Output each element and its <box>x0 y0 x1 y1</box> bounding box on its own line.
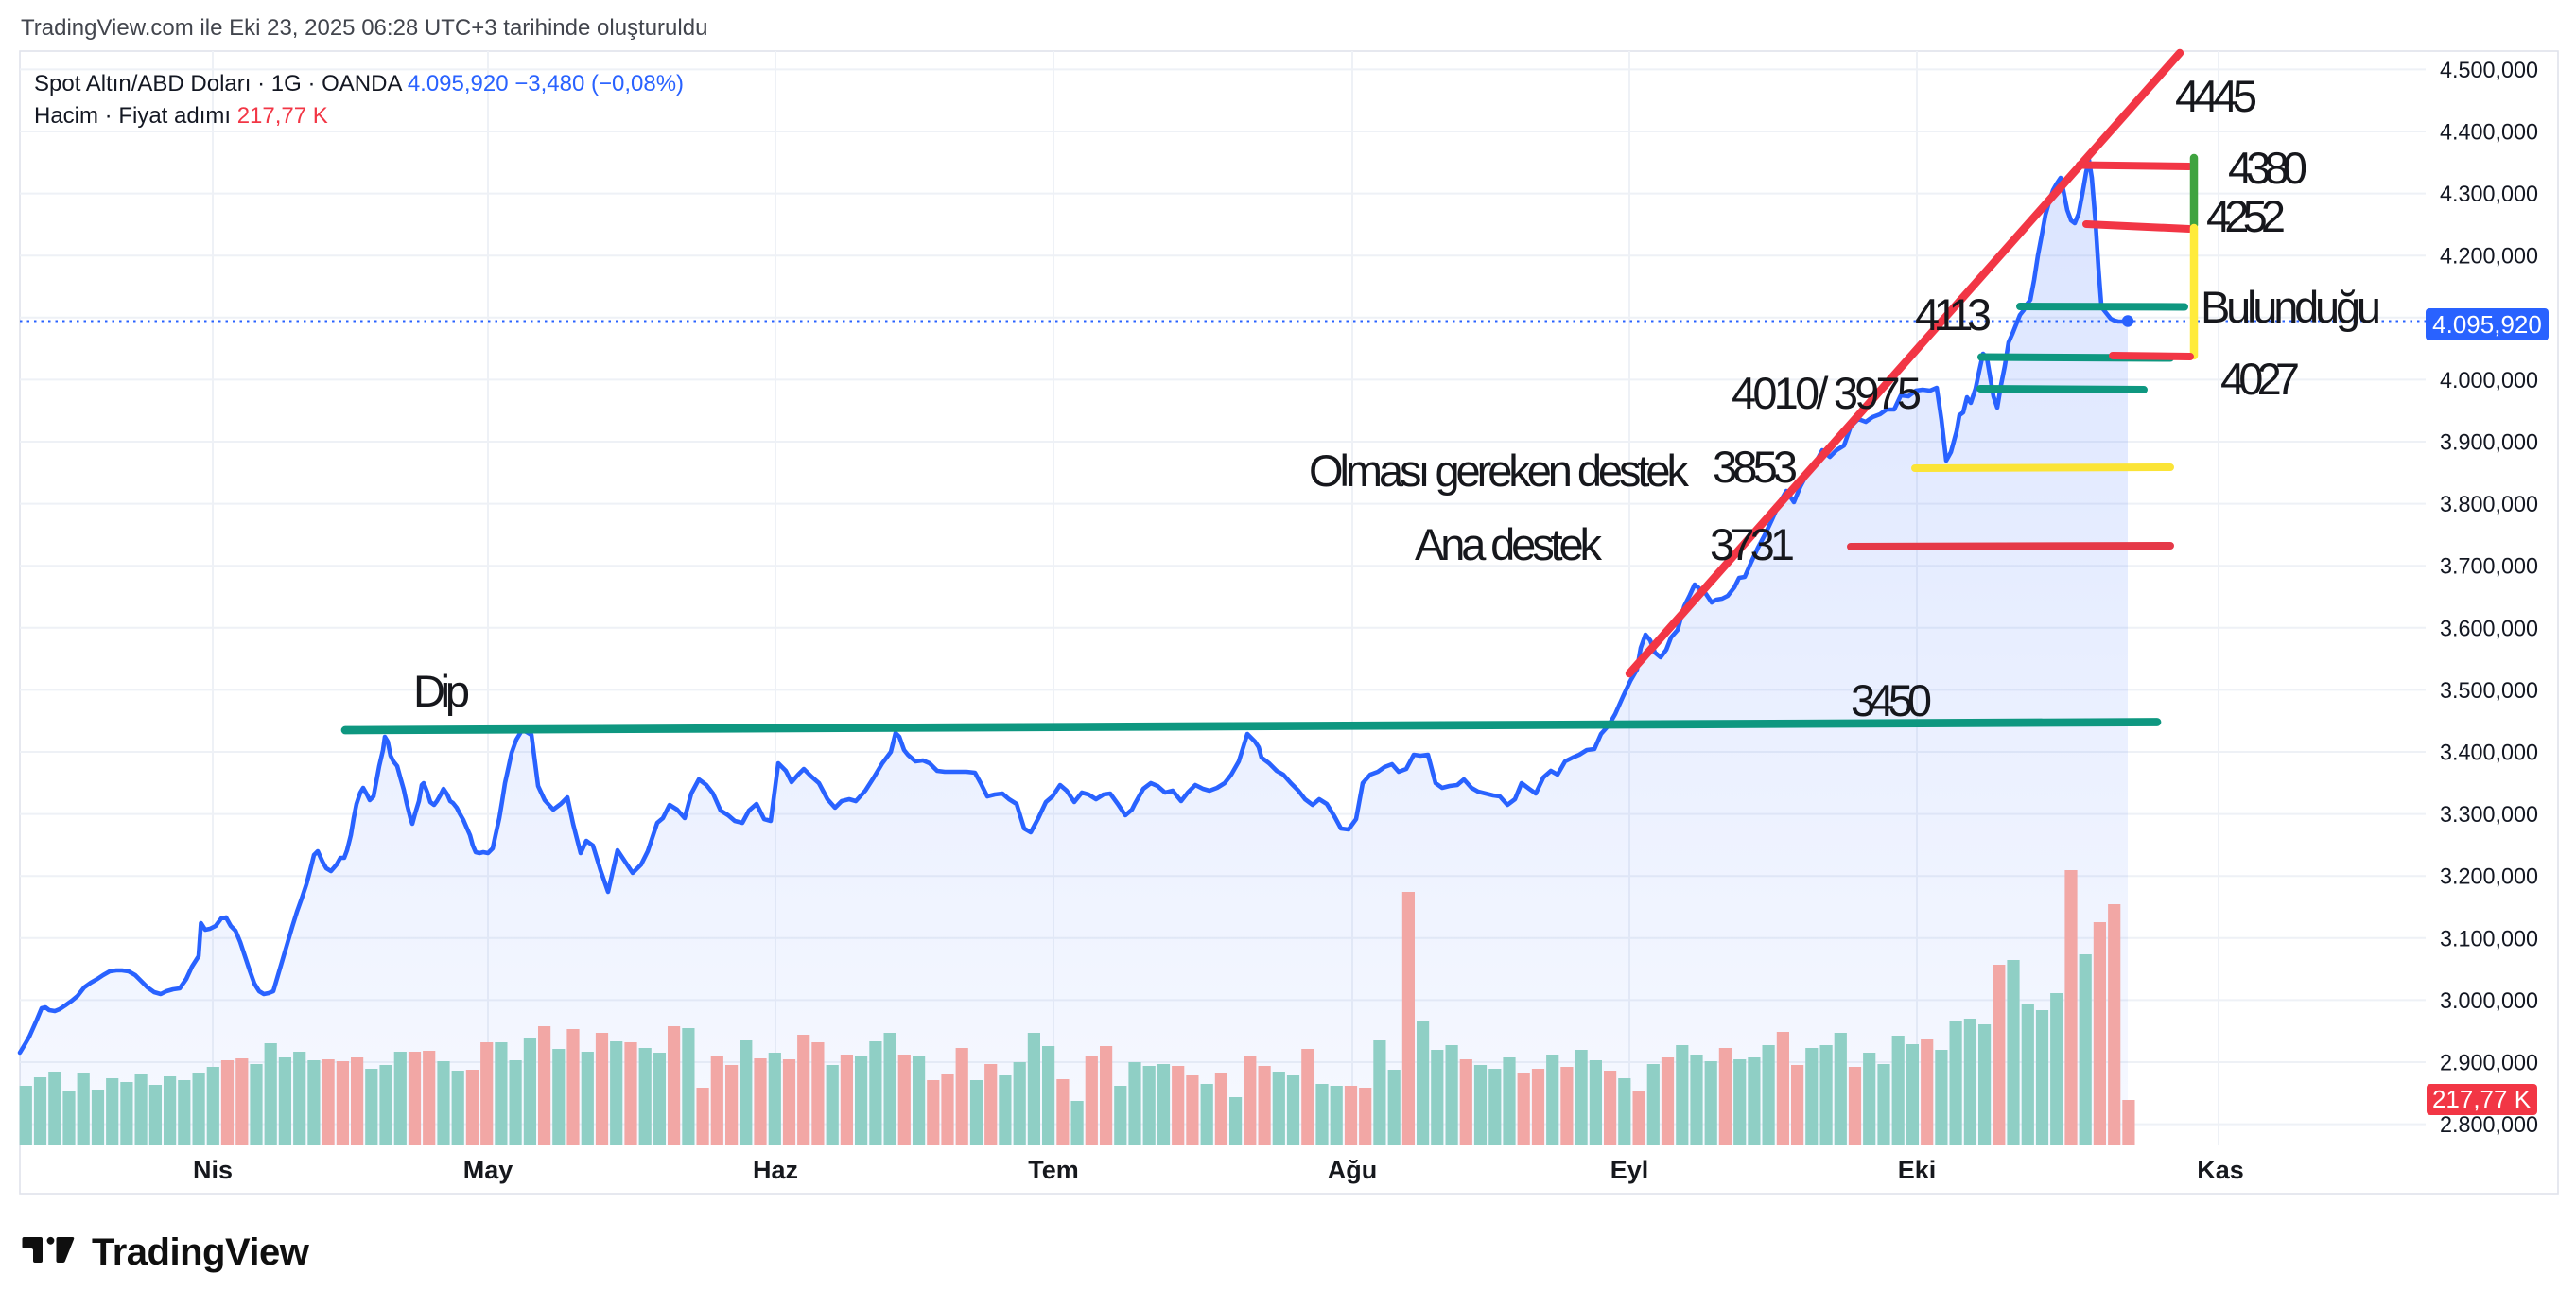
svg-text:Eki: Eki <box>1898 1156 1937 1184</box>
svg-text:Bulunduğu: Bulunduğu <box>2201 282 2381 332</box>
svg-text:4.000,000: 4.000,000 <box>2440 368 2538 393</box>
svg-text:Tem: Tem <box>1028 1156 1079 1184</box>
svg-text:3.100,000: 3.100,000 <box>2440 926 2538 951</box>
svg-text:3450: 3450 <box>1851 675 1932 725</box>
svg-text:3853: 3853 <box>1713 442 1798 492</box>
svg-text:4380: 4380 <box>2228 143 2307 193</box>
svg-text:Spot Altın/ABD Doları · 1G · O: Spot Altın/ABD Doları · 1G · OANDA 4.095… <box>34 71 684 96</box>
svg-text:Ağu: Ağu <box>1328 1156 1377 1184</box>
svg-text:3.800,000: 3.800,000 <box>2440 492 2538 517</box>
svg-text:Nis: Nis <box>193 1156 233 1184</box>
svg-text:3.200,000: 3.200,000 <box>2440 864 2538 890</box>
svg-text:3.600,000: 3.600,000 <box>2440 616 2538 641</box>
svg-text:4.500,000: 4.500,000 <box>2440 58 2538 83</box>
svg-text:TradingView.com ile Eki 23, 20: TradingView.com ile Eki 23, 2025 06:28 U… <box>21 15 707 41</box>
svg-text:3.000,000: 3.000,000 <box>2440 988 2538 1014</box>
svg-text:2.800,000: 2.800,000 <box>2440 1112 2538 1138</box>
svg-text:Kas: Kas <box>2197 1156 2244 1184</box>
svg-text:3731: 3731 <box>1710 519 1795 569</box>
svg-text:3.500,000: 3.500,000 <box>2440 678 2538 704</box>
svg-text:May: May <box>463 1156 513 1184</box>
svg-text:4113: 4113 <box>1915 289 1992 340</box>
svg-text:4445: 4445 <box>2175 71 2257 121</box>
svg-text:4252: 4252 <box>2206 191 2286 241</box>
svg-text:Olması gereken destek: Olması gereken destek <box>1309 445 1690 496</box>
svg-text:4010/ 3975: 4010/ 3975 <box>1732 368 1922 418</box>
svg-text:3.700,000: 3.700,000 <box>2440 554 2538 580</box>
svg-text:Eyl: Eyl <box>1610 1156 1649 1184</box>
svg-text:TradingView: TradingView <box>92 1231 310 1273</box>
svg-text:4.095,920: 4.095,920 <box>2432 310 2542 339</box>
svg-text:217,77 K: 217,77 K <box>2432 1085 2532 1113</box>
svg-text:4.200,000: 4.200,000 <box>2440 244 2538 270</box>
svg-text:Dip: Dip <box>413 666 470 716</box>
svg-text:3.400,000: 3.400,000 <box>2440 741 2538 766</box>
svg-text:3.300,000: 3.300,000 <box>2440 802 2538 828</box>
svg-text:3.900,000: 3.900,000 <box>2440 430 2538 456</box>
svg-text:4.300,000: 4.300,000 <box>2440 182 2538 207</box>
svg-text:Ana destek: Ana destek <box>1415 519 1603 569</box>
svg-text:4.400,000: 4.400,000 <box>2440 120 2538 146</box>
svg-text:Hacim · Fiyat adımı 217,77 K: Hacim · Fiyat adımı 217,77 K <box>34 103 328 129</box>
svg-text:2.900,000: 2.900,000 <box>2440 1051 2538 1076</box>
svg-text:Haz: Haz <box>753 1156 798 1184</box>
svg-text:4027: 4027 <box>2220 354 2300 404</box>
